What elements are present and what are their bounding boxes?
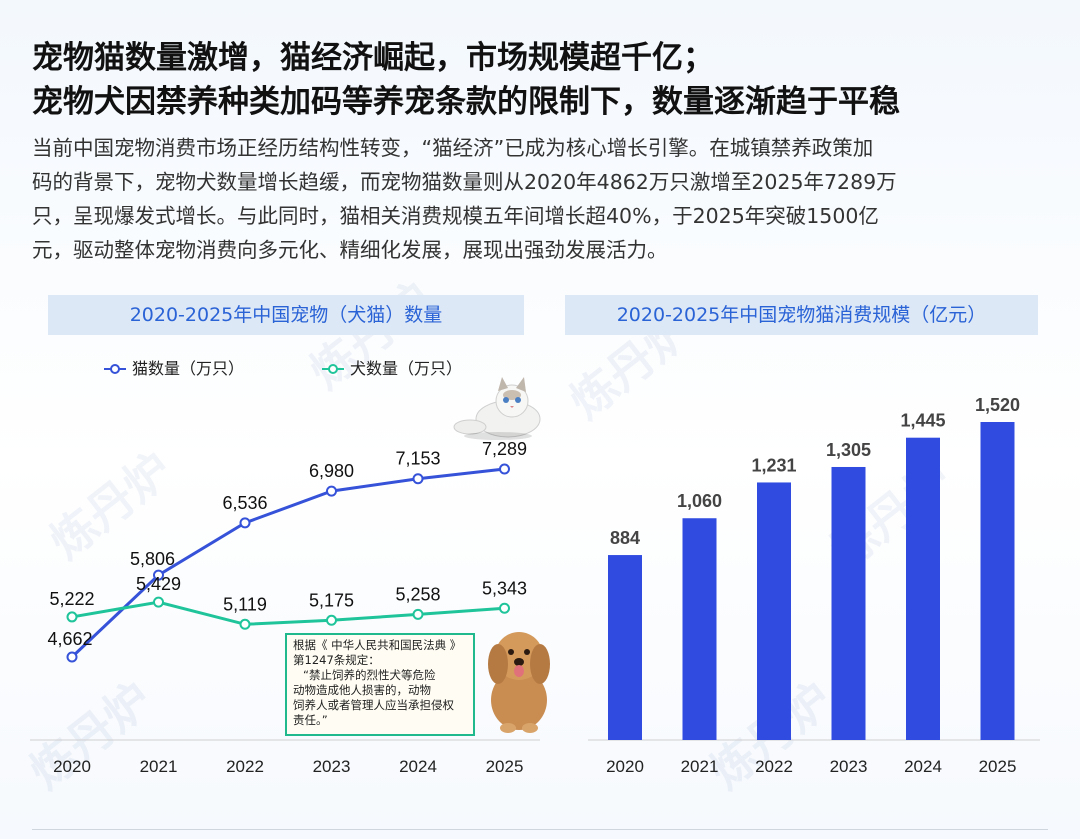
note-line: 根据《 中华人民共和国民法典 》 — [293, 638, 462, 652]
data-point — [153, 569, 164, 581]
series-line-dog — [71, 600, 505, 626]
data-label: 4,662 — [47, 629, 92, 649]
data-label: 6,980 — [309, 461, 354, 481]
x-tick-label: 2023 — [313, 757, 351, 776]
legend-label: 猫数量（万只） — [132, 359, 245, 378]
legend-cat: 猫数量（万只） — [104, 358, 244, 380]
bar — [980, 422, 1015, 740]
x-tick-label: 2021 — [140, 757, 178, 776]
x-tick-label: 2024 — [904, 757, 942, 776]
bar-value-label: 1,520 — [975, 395, 1020, 415]
bar — [906, 437, 940, 740]
bar-chart-title: 2020-2025年中国宠物猫消费规模（亿元） — [565, 295, 1038, 335]
line-chart-title: 2020-2025年中国宠物（犬猫）数量 — [48, 295, 524, 335]
data-point — [499, 602, 510, 614]
bar-value-label: 1,445 — [900, 411, 945, 431]
data-point — [326, 614, 337, 626]
data-point — [239, 618, 251, 630]
x-tick-label: 2025 — [486, 757, 524, 776]
data-point — [153, 596, 164, 608]
data-point — [66, 651, 78, 663]
intro-line: 当前中国宠物消费市场正经历结构性转变，“猫经济”已成为核心增长引擎。在城镇禁养政… — [32, 136, 874, 160]
data-label: 5,175 — [309, 590, 354, 610]
data-label: 7,289 — [482, 439, 527, 459]
data-point — [239, 517, 251, 529]
x-tick-label: 2024 — [399, 757, 437, 776]
bar-value-label: 1,231 — [751, 455, 796, 475]
x-tick-label: 2022 — [226, 757, 264, 776]
data-label: 5,429 — [136, 574, 181, 594]
headline-line-1: 宠物猫数量激增，猫经济崛起，市场规模超千亿； — [32, 40, 714, 76]
cat-illustration-icon — [453, 377, 541, 440]
legend-dog: 犬数量（万只） — [322, 358, 462, 380]
series-line-cat — [70, 467, 505, 659]
data-label: 7,153 — [395, 449, 440, 469]
note-line: 第1247条规定： — [293, 653, 380, 667]
legend-line-marker-icon — [322, 363, 344, 375]
x-tick-label: 2020 — [606, 757, 644, 776]
data-label: 5,222 — [49, 589, 94, 609]
bar — [682, 518, 717, 740]
note-line: 动物造成他人损害的，动物 — [293, 683, 431, 697]
dog-illustration-icon — [488, 632, 550, 733]
intro-line: 码的背景下，宠物犬数量增长趋缓，而宠物猫数量则从2020年4862万只激增至20… — [32, 170, 897, 194]
intro-paragraph: 当前中国宠物消费市场正经历结构性转变，“猫经济”已成为核心增长引擎。在城镇禁养政… — [32, 131, 1052, 267]
bar — [831, 466, 866, 740]
intro-line: 元，驱动整体宠物消费向多元化、精细化发展，展现出强劲发展活力。 — [32, 238, 668, 262]
footer-divider — [32, 829, 1048, 830]
data-point — [412, 473, 424, 485]
data-point — [412, 608, 424, 620]
x-tick-label: 2020 — [53, 757, 91, 776]
intro-line: 只，呈现爆发式增长。与此同时，猫相关消费规模五年间增长超40%，于2025年突破… — [32, 204, 879, 228]
legend-label: 犬数量（万只） — [350, 359, 463, 378]
note-line: 责任。” — [293, 713, 328, 727]
data-label: 5,119 — [223, 594, 267, 614]
data-label: 5,806 — [130, 549, 175, 569]
x-tick-label: 2023 — [830, 757, 868, 776]
civil-code-note: 根据《 中华人民共和国民法典 》 第1247条规定： “禁止饲养的烈性犬等危险 … — [285, 633, 475, 736]
data-label: 6,536 — [222, 493, 267, 513]
data-label: 5,258 — [395, 584, 440, 604]
bar — [608, 555, 642, 740]
note-line: 饲养人或者管理人应当承担侵权 — [293, 698, 454, 712]
data-point — [326, 485, 337, 497]
bar-value-label: 1,060 — [677, 491, 722, 511]
data-point — [499, 463, 510, 475]
bar-value-label: 884 — [610, 528, 640, 548]
bar — [757, 482, 791, 740]
headline: 宠物猫数量激增，猫经济崛起，市场规模超千亿； 宠物犬因禁养种类加码等养宠条款的限… — [32, 36, 1052, 124]
legend-line-marker-icon — [104, 363, 126, 375]
note-line: “禁止饲养的烈性犬等危险 — [303, 668, 436, 682]
data-point — [66, 611, 78, 623]
data-label: 5,343 — [482, 578, 527, 598]
x-tick-label: 2025 — [979, 757, 1017, 776]
bar-value-label: 1,305 — [826, 440, 871, 460]
x-tick-label: 2021 — [681, 757, 719, 776]
headline-line-2: 宠物犬因禁养种类加码等养宠条款的限制下，数量逐渐趋于平稳 — [32, 84, 900, 120]
x-tick-label: 2022 — [755, 757, 793, 776]
